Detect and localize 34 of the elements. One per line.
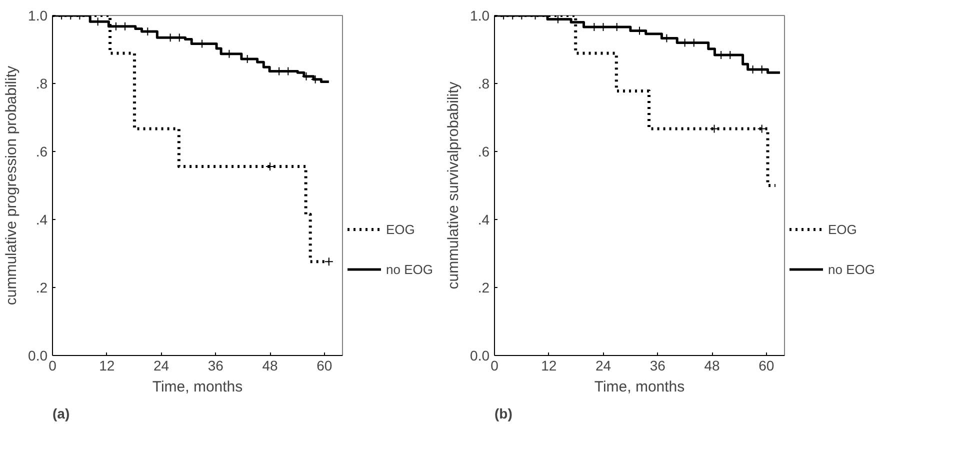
legend-label: EOG: [386, 222, 415, 236]
y-tick-label: .6: [36, 144, 48, 160]
legend-label: no EOG: [386, 262, 433, 276]
x-tick-label: 36: [650, 358, 666, 374]
text: (b): [494, 406, 512, 422]
y-tick-label: 1.0: [470, 8, 490, 24]
x-tick-label: 12: [99, 358, 115, 374]
y-tick-label: 1.0: [28, 8, 48, 24]
y-axis-title: cummulative progression probability: [3, 65, 20, 306]
x-tick-label: 48: [704, 358, 720, 374]
x-tick-label: 24: [595, 358, 612, 374]
y-tick-label: 0.0: [470, 348, 490, 364]
x-axis-title: Time, months: [152, 378, 243, 396]
y-tick-label: .2: [36, 280, 48, 296]
x-tick-label: 12: [541, 358, 557, 374]
x-tick-label: 0: [490, 358, 499, 374]
x-tick-label: 0: [48, 358, 57, 374]
x-tick-label: 60: [758, 358, 774, 374]
y-tick-label: .2: [478, 280, 490, 296]
y-tick-label: 0.0: [28, 348, 48, 364]
x-tick-label: 48: [262, 358, 278, 374]
y-tick-label: .8: [478, 76, 490, 92]
y-axis-title: cummulative survivalprobability: [445, 81, 462, 290]
legend-label: EOG: [828, 222, 857, 236]
y-tick-label: .4: [478, 212, 490, 228]
y-tick-label: .6: [478, 144, 490, 160]
y-tick-label: .8: [36, 76, 48, 92]
x-axis-title: Time, months: [594, 378, 685, 396]
y-tick-label: .4: [36, 212, 48, 228]
text: (a): [52, 406, 70, 422]
legend-label: no EOG: [828, 262, 875, 276]
x-tick-label: 36: [208, 358, 224, 374]
x-tick-label: 60: [316, 358, 332, 374]
x-tick-label: 24: [153, 358, 170, 374]
